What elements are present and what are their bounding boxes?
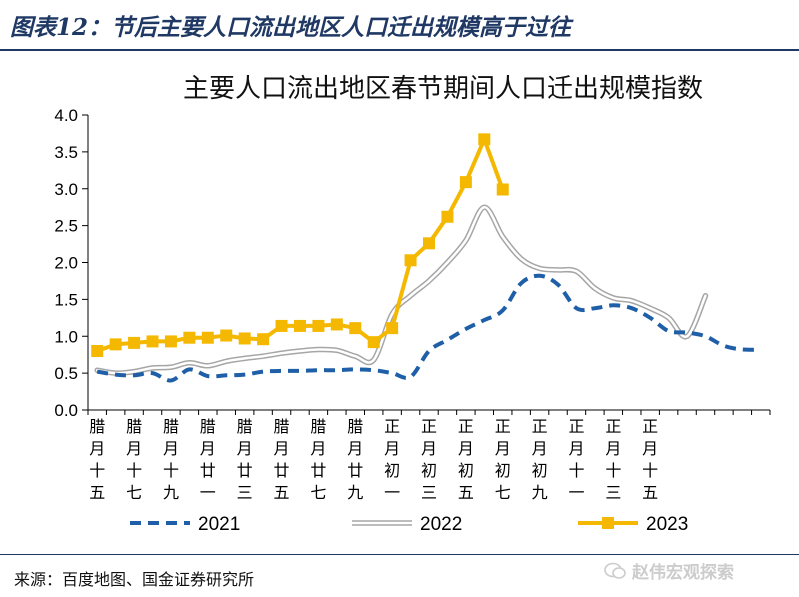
series-2021 (96, 273, 761, 383)
x-tick-label: 腊月廿三 (237, 417, 253, 502)
series-layer (91, 133, 761, 383)
legend-label: 2021 (198, 514, 240, 535)
x-tick-label: 正月初九 (532, 417, 548, 502)
data-point (238, 332, 251, 345)
legend-marker (602, 517, 614, 529)
data-point (367, 336, 380, 349)
data-point (257, 333, 270, 346)
data-point (312, 319, 325, 332)
line-chart: 主要人口流出地区春节期间人口迁出规模指数 0.0 0.5 1.0 1.5 2.0 2.5 3… (54, 74, 771, 535)
data-point (201, 331, 214, 344)
data-point (441, 210, 454, 223)
series-2022 (94, 204, 709, 376)
series-2023 (91, 133, 509, 357)
footer-rule (0, 554, 799, 555)
x-tick-label: 腊月十五 (89, 417, 105, 502)
x-tick-label: 正月初七 (495, 417, 511, 502)
x-tick-label: 正月十五 (642, 417, 658, 502)
x-tick-label: 腊月廿一 (200, 417, 216, 502)
data-point (423, 237, 435, 250)
x-tick-label: 正月初一 (384, 417, 400, 502)
y-tick-label: 3.5 (54, 143, 78, 162)
title-rule (0, 49, 799, 51)
data-point (275, 319, 288, 332)
y-tick-label: 0.5 (54, 364, 78, 383)
x-tick-label: 腊月廿七 (310, 417, 326, 502)
data-point (109, 338, 122, 351)
data-point (91, 345, 104, 357)
y-tick-label: 1.0 (54, 327, 78, 346)
data-point (128, 336, 141, 349)
y-tick-label: 2.0 (54, 254, 78, 273)
wechat-icon (604, 562, 626, 579)
y-tick-label: 4.0 (54, 106, 78, 125)
series-line (96, 273, 761, 383)
figure-title: 图表12：节后主要人口流出地区人口迁出规模高于过往 (10, 14, 572, 41)
x-tick-label: 正月十一 (568, 417, 584, 502)
data-point (478, 133, 491, 146)
x-tick-label: 腊月十七 (126, 417, 142, 502)
legend: 2021 2022 2023 (130, 514, 688, 535)
legend-item-2021: 2021 (130, 514, 240, 535)
x-tick-label: 正月十三 (605, 417, 621, 502)
data-point (183, 331, 196, 344)
legend-item-2023: 2023 (578, 514, 688, 535)
x-tick-label: 腊月廿九 (347, 417, 363, 502)
x-tick-label: 正月初五 (458, 417, 474, 502)
y-tick-label: 1.5 (54, 290, 78, 309)
y-tick-label: 2.5 (54, 217, 78, 236)
axes: 0.0 0.5 1.0 1.5 2.0 2.5 3.0 3.5 4.0 腊月十五 腊月十七 腊月十九 腊… (54, 106, 771, 502)
series-line-inner (95, 205, 707, 375)
x-tick-label: 腊月十九 (163, 417, 179, 502)
legend-label: 2023 (646, 514, 688, 535)
series-line (96, 137, 505, 353)
data-point (220, 329, 233, 342)
source-note: 来源：百度地图、国金证券研究所 (14, 570, 255, 589)
data-point (404, 254, 417, 267)
data-point (459, 176, 472, 189)
data-point (293, 319, 306, 332)
data-point (386, 322, 399, 335)
data-point (146, 335, 159, 348)
legend-label: 2022 (420, 514, 462, 535)
x-tick-label: 腊月廿五 (274, 417, 290, 502)
legend-item-2022: 2022 (352, 514, 462, 535)
chart-title: 主要人口流出地区春节期间人口迁出规模指数 (183, 74, 703, 104)
data-point (496, 183, 509, 196)
watermark-text: 赵伟宏观探索 (632, 563, 734, 583)
y-tick-label: 0.0 (54, 401, 78, 420)
data-point (164, 335, 177, 348)
watermark: 赵伟宏观探索 (604, 558, 734, 583)
y-tick-label: 3.0 (54, 180, 78, 199)
data-point (349, 322, 362, 335)
data-point (330, 318, 343, 331)
x-tick-label: 正月初三 (421, 417, 437, 502)
